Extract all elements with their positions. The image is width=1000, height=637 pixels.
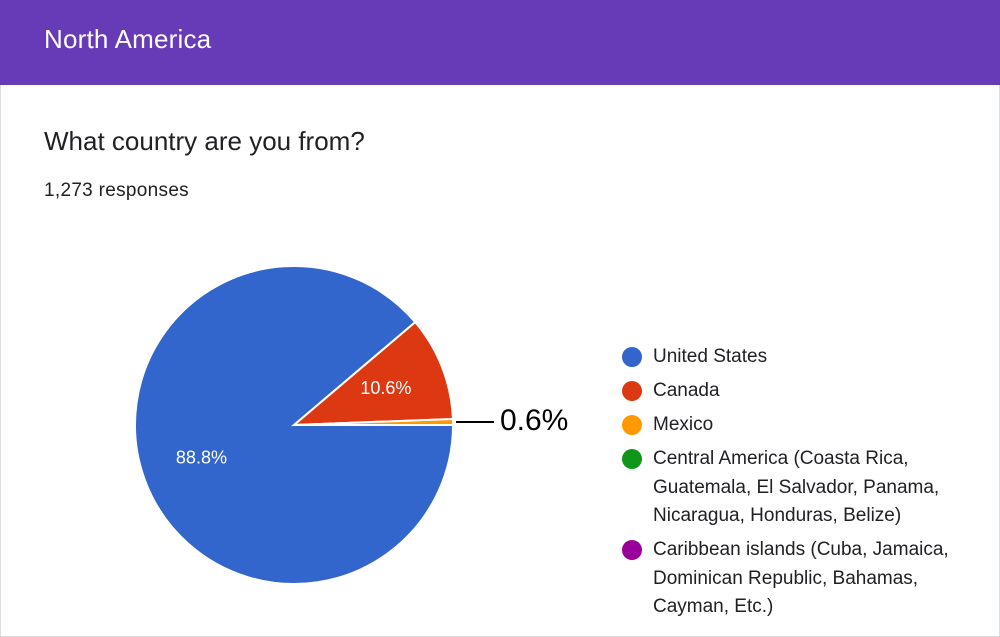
- legend-item[interactable]: Canada: [622, 377, 997, 406]
- response-count: 1,273 responses: [44, 180, 189, 201]
- legend-swatch: [622, 380, 642, 401]
- legend-swatch: [622, 347, 642, 367]
- legend-swatch: [622, 540, 642, 561]
- legend-swatch: [622, 414, 642, 435]
- slice-label: 10.6%: [360, 378, 411, 398]
- chart-legend: United States Canada Mexico Central America…: [622, 343, 997, 627]
- pie-slice[interactable]: [293, 417, 455, 426]
- section-title: North America: [44, 24, 212, 54]
- legend-label: United States: [653, 346, 768, 367]
- legend-item[interactable]: Mexico: [622, 411, 997, 440]
- slice-label-outside: 0.6%: [500, 404, 568, 437]
- pie-slice[interactable]: [291, 320, 454, 427]
- legend-item[interactable]: United States: [622, 343, 997, 372]
- legend-swatch: [622, 448, 642, 469]
- legend-label: Canada: [653, 379, 720, 401]
- legend-label: Caribbean islands (Cuba, Jamaica, Domini…: [653, 539, 949, 618]
- legend-item[interactable]: Caribbean islands (Cuba, Jamaica, Domini…: [622, 536, 997, 622]
- legend-label: Mexico: [653, 413, 714, 435]
- slice-label: 88.8%: [176, 448, 227, 468]
- question-title: What country are you from?: [44, 126, 365, 156]
- legend-label: Central America (Coasta Rica, Guatemala,…: [653, 447, 940, 527]
- form-header: North America: [0, 0, 1000, 85]
- legend-item[interactable]: Central America (Coasta Rica, Guatemala,…: [622, 445, 997, 531]
